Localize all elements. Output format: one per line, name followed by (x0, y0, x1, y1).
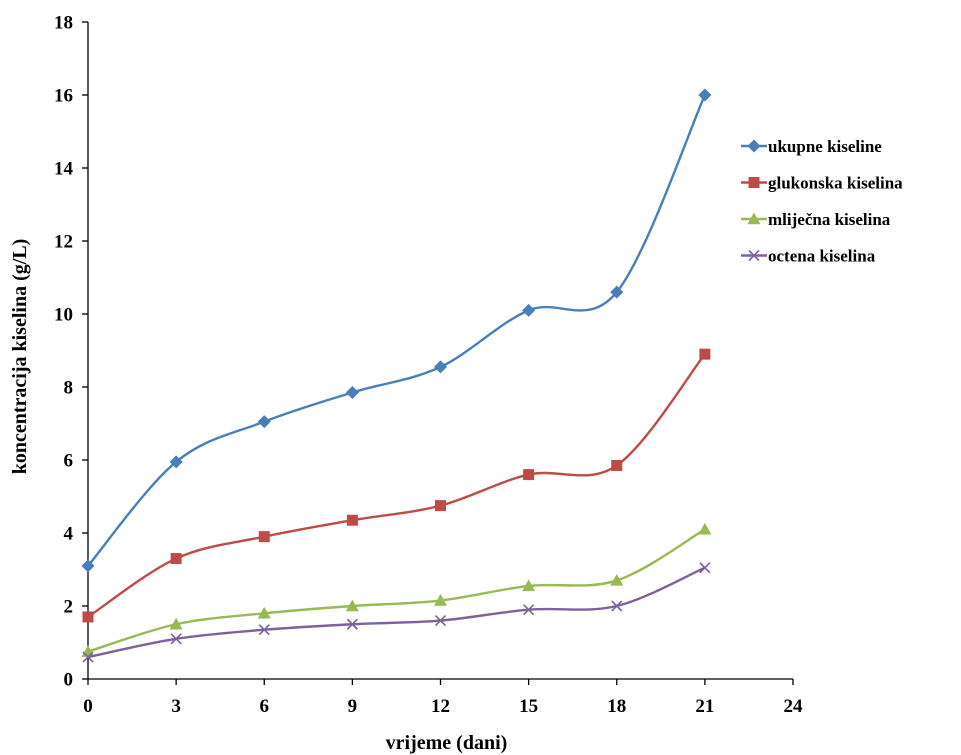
data-point (82, 651, 94, 663)
series-2 (81, 522, 712, 657)
x-tick-label: 18 (607, 696, 626, 717)
y-tick-label: 6 (64, 451, 74, 472)
data-point (435, 500, 446, 512)
y-tick-label: 12 (54, 232, 73, 253)
y-tick-label: 14 (54, 159, 74, 180)
x-tick-label: 3 (171, 696, 181, 717)
data-point (522, 579, 536, 592)
data-point (346, 618, 358, 630)
x-tick-label: 21 (695, 696, 714, 717)
series-line (87, 94, 706, 567)
series-3 (82, 562, 711, 663)
x-tick-label: 12 (431, 696, 450, 717)
data-point (258, 624, 270, 636)
data-point (522, 303, 536, 317)
legend-marker (747, 139, 761, 153)
series-1 (82, 348, 711, 623)
legend-label: glukonska kiselina (768, 174, 903, 193)
data-point (699, 348, 711, 360)
legend-marker (747, 212, 761, 225)
data-point (523, 469, 535, 481)
series-line (87, 353, 706, 618)
data-point (257, 415, 271, 429)
data-point (698, 522, 712, 535)
data-point (434, 360, 447, 374)
legend-item: glukonska kiselina (741, 174, 903, 193)
series-line (87, 566, 706, 659)
data-point (81, 559, 95, 573)
legend-label: octena kiselina (768, 247, 876, 266)
y-tick-label: 10 (54, 305, 73, 326)
legend-item: octena kiselina (741, 247, 876, 266)
legend-marker (748, 177, 760, 188)
data-point (610, 285, 624, 299)
y-tick-label: 2 (64, 597, 74, 618)
data-point (345, 385, 359, 399)
series-line (87, 528, 706, 653)
data-point (611, 459, 623, 471)
x-tick-label: 6 (260, 696, 270, 717)
x-axis-title: vrijeme (dani) (386, 732, 508, 754)
x-tick-label: 0 (83, 696, 93, 717)
data-point (523, 604, 535, 616)
data-point (82, 611, 94, 623)
data-point (170, 633, 182, 645)
data-point (434, 594, 447, 606)
data-point (258, 531, 270, 543)
y-tick-label: 16 (54, 86, 73, 107)
x-tick-label: 9 (348, 696, 358, 717)
x-tick-label: 24 (784, 696, 804, 717)
data-point (699, 562, 711, 574)
data-point (346, 514, 358, 526)
data-point (611, 600, 623, 612)
y-axis-title: koncentracija kiselina (g/L) (9, 239, 31, 475)
data-point (169, 455, 183, 469)
y-tick-label: 18 (54, 13, 73, 34)
y-tick-label: 4 (64, 524, 74, 545)
legend-item: mliječna kiselina (741, 210, 891, 229)
legend-label: mliječna kiselina (768, 210, 891, 229)
data-point (610, 573, 624, 586)
data-point (345, 599, 359, 612)
data-point (170, 553, 182, 565)
data-point (169, 617, 183, 630)
y-tick-label: 8 (64, 378, 74, 399)
legend: ukupne kiseline glukonska kiselina mliječn… (741, 137, 903, 266)
legend-marker (748, 249, 760, 262)
series-0 (81, 88, 712, 573)
x-tick-label: 15 (519, 696, 538, 717)
legend-label: ukupne kiseline (768, 137, 882, 156)
data-point (434, 615, 447, 627)
legend-item: ukupne kiseline (741, 137, 882, 156)
y-tick-label: 0 (64, 670, 74, 691)
data-point (698, 88, 712, 102)
series-layer (81, 88, 712, 663)
data-point (257, 606, 271, 619)
